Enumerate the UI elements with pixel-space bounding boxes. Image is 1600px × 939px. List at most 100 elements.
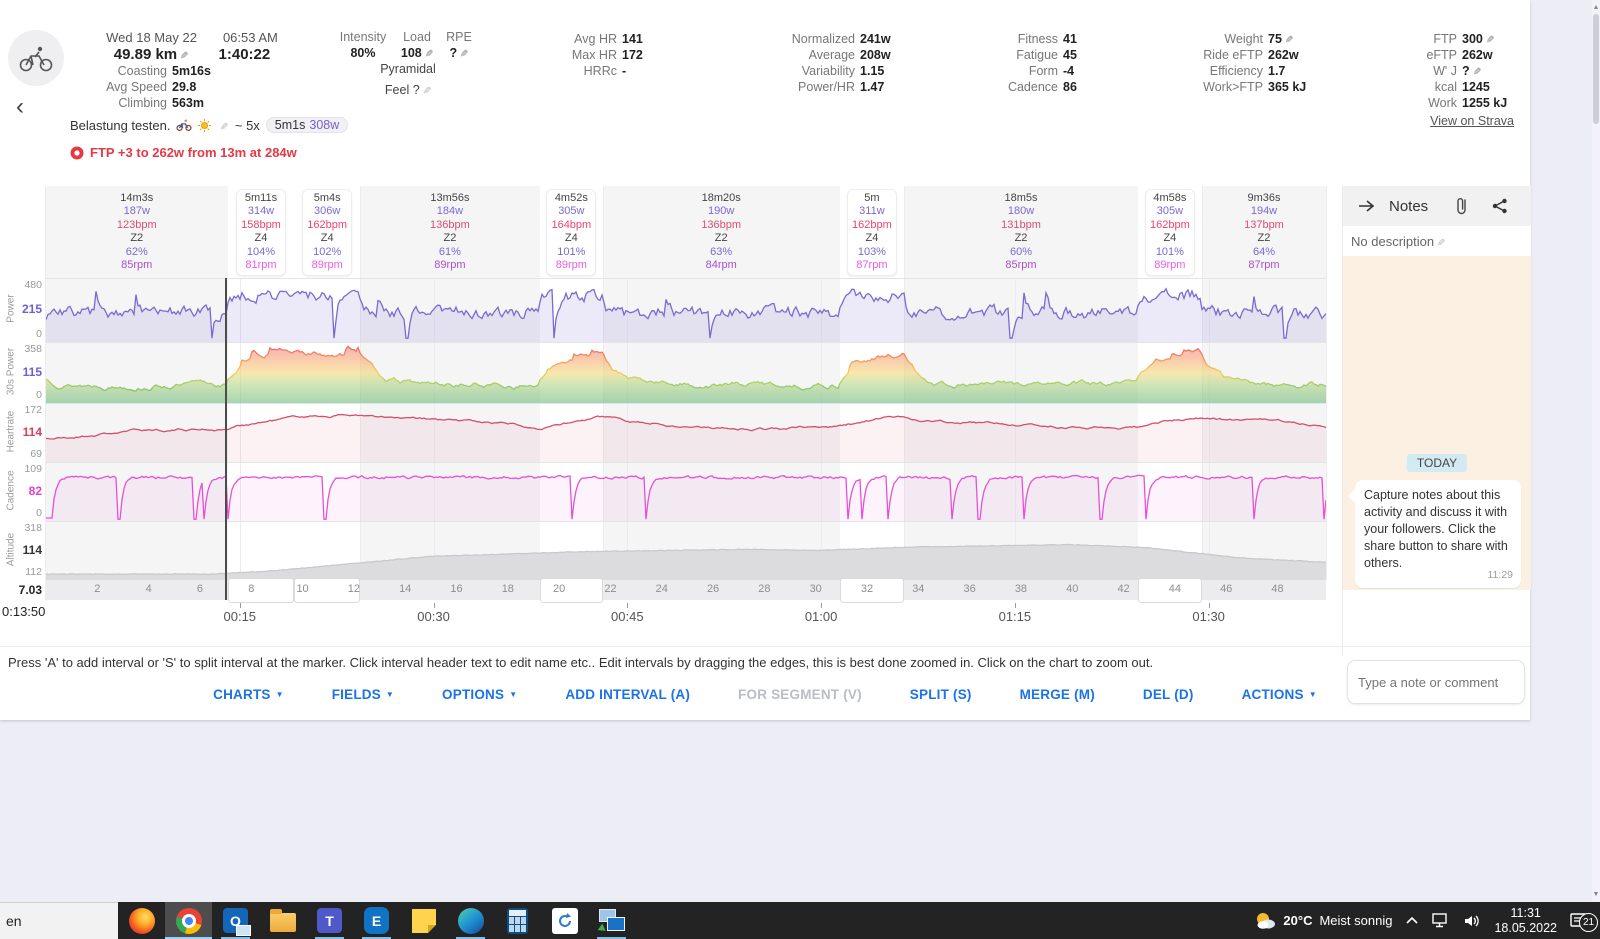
taskbar-remote-icon[interactable] <box>588 902 635 939</box>
taskbar-etube-icon[interactable]: E <box>353 902 400 939</box>
taskbar-edge-icon[interactable] <box>447 902 494 939</box>
network-icon[interactable] <box>1432 913 1450 928</box>
taskbar-calculator-icon[interactable] <box>494 902 541 939</box>
distance-tick-label: 20 <box>553 583 566 595</box>
row-divider <box>46 462 1326 463</box>
charts-button[interactable]: CHARTS ▼ <box>207 686 290 703</box>
edit-icon[interactable] <box>1470 64 1481 78</box>
scroll-down-arrow[interactable]: ▼ <box>1592 891 1600 898</box>
view-on-strava-link[interactable]: View on Strava <box>1430 114 1514 128</box>
split-s-button[interactable]: SPLIT (S) <box>904 686 978 703</box>
distance-ruler[interactable]: 2 4 6 8 10 12 14 16 18 20 22 24 26 28 30 32 34 36 38 40 42 44… <box>46 578 1326 603</box>
add-interval-a-button[interactable]: ADD INTERVAL (A) <box>559 686 696 703</box>
ruler-highlight <box>294 578 360 603</box>
tray-expand-icon[interactable] <box>1405 916 1419 926</box>
activity-datetime: Wed 18 May 22 06:53 AM <box>62 30 322 45</box>
edit-workout-icon[interactable] <box>217 118 228 133</box>
collapse-arrow-icon[interactable] <box>1357 199 1377 213</box>
distance-tick-label: 22 <box>604 583 617 595</box>
taskbar-chrome-icon[interactable] <box>165 902 212 939</box>
actions-button[interactable]: ACTIONS ▼ <box>1236 686 1323 703</box>
stat-label: Variability <box>801 64 855 78</box>
edit-feel-icon[interactable] <box>420 83 431 97</box>
edit-description-icon[interactable] <box>1434 234 1445 249</box>
interval-hr: 162bpm <box>852 218 892 231</box>
action-center[interactable]: 21 <box>1570 912 1598 932</box>
del-d-button[interactable]: DEL (D) <box>1137 686 1200 703</box>
stat-label: Fitness <box>1017 32 1058 46</box>
taskbar-outlook-icon[interactable]: O <box>212 902 259 939</box>
stat-value: ? <box>1462 64 1518 80</box>
interval-header[interactable]: 13m56s 184w 136bpm Z2 61% 89rpm <box>360 188 540 276</box>
edit-icon[interactable] <box>422 46 433 60</box>
interval-power: 314w <box>247 205 275 217</box>
edit-distance-icon[interactable] <box>177 46 188 63</box>
scrollbar-thumb[interactable] <box>1593 14 1599 124</box>
interval-header[interactable]: 4m58s 305w 162bpm Z4 101% 89rpm <box>1138 188 1202 276</box>
weather-widget[interactable]: 20°C Meist sonnig <box>1254 911 1392 931</box>
interval-duration: 18m20s <box>701 191 741 204</box>
interval-header[interactable]: 18m5s 180w 131bpm Z2 60% 85rpm <box>904 188 1138 276</box>
back-button[interactable]: ‹ <box>10 94 30 120</box>
chart-plot-area[interactable]: 14m3s 187w 123bpm Z2 62% 85rpm 5m11s 314w 158bpm… <box>45 186 1327 628</box>
time-tick <box>1014 603 1016 608</box>
stat-value: 29.8 <box>172 80 197 94</box>
volume-icon[interactable] <box>1463 914 1481 928</box>
axis-label: 109 <box>24 463 42 475</box>
interval-pct: 62% <box>125 245 148 258</box>
interval-duration: 13m56s <box>430 191 470 204</box>
interval-header[interactable]: 18m20s 190w 136bpm Z2 63% 84rpm <box>603 188 840 276</box>
ftp-alert: FTP +3 to 262w from 13m at 284w <box>70 145 297 160</box>
interval-header[interactable]: 5m11s 314w 158bpm Z4 104% 81rpm <box>228 188 295 276</box>
taskbar-stickynotes-icon[interactable] <box>400 902 447 939</box>
interval-rpm: 89rpm <box>555 259 587 271</box>
edit-icon[interactable] <box>1483 32 1494 46</box>
notes-feed: TODAY Capture notes about this activity … <box>1343 256 1531 704</box>
taskbar-explorer-icon[interactable] <box>259 902 306 939</box>
interval-header[interactable]: 14m3s 187w 123bpm Z2 62% 85rpm <box>46 188 228 276</box>
merge-m-button[interactable]: MERGE (M) <box>1014 686 1101 703</box>
fields-button[interactable]: FIELDS ▼ <box>326 686 400 703</box>
message-time: 11:29 <box>1487 569 1514 581</box>
attachment-icon[interactable] <box>1456 196 1468 216</box>
distance-tick-label: 40 <box>1066 583 1079 595</box>
interval-rpm: 85rpm <box>121 259 153 271</box>
options-button[interactable]: OPTIONS ▼ <box>436 686 523 703</box>
page-scrollbar[interactable]: ▲ ▼ <box>1592 0 1600 902</box>
description-row[interactable]: No description <box>1343 226 1531 256</box>
distance-tick-label: 32 <box>860 583 874 595</box>
system-tray: 20°C Meist sonnig 11:31 18.05.2022 21 <box>1254 902 1600 939</box>
interval-power: 180w <box>1007 205 1035 217</box>
interval-header[interactable]: 4m52s 305w 164bpm Z4 101% 89rpm <box>540 188 603 276</box>
interval-header[interactable]: 5m4s 306w 162bpm Z4 102% 89rpm <box>294 188 359 276</box>
taskbar-sync-icon[interactable] <box>541 902 588 939</box>
distance-tick-label: 38 <box>1014 583 1028 595</box>
background-window[interactable]: en <box>0 902 118 939</box>
note-input[interactable] <box>1347 660 1525 704</box>
taskbar-firefox-icon[interactable] <box>118 902 165 939</box>
interval-duration: 4m52s <box>554 191 588 204</box>
chart-help-text: Press 'A' to add interval or 'S' to spli… <box>8 655 1154 670</box>
edit-icon[interactable] <box>1282 32 1293 46</box>
stat-value: 5m16s <box>172 64 211 78</box>
row-divider <box>46 278 1326 279</box>
stats-column-ftp: FTP 300 eFTP 262w W' J? kcal 1245 Work 1255 kJ <box>1318 32 1518 112</box>
interval-toolbar: CHARTS ▼ FIELDS ▼ OPTIONS ▼ ADD INTERVAL (A) FO… <box>0 686 1530 703</box>
stat-label: Power/HR <box>798 80 855 94</box>
edit-icon[interactable] <box>457 46 468 60</box>
position-marker[interactable] <box>224 278 227 600</box>
stat-value: 365 kJ <box>1268 80 1307 94</box>
interval-header[interactable]: 5m 311w 162bpm Z4 103% 87rpm <box>840 188 905 276</box>
axis-label: 480 <box>24 279 42 291</box>
taskbar-clock[interactable]: 11:31 18.05.2022 <box>1494 906 1557 936</box>
interval-hr: 158bpm <box>241 218 281 231</box>
stat-label: Weight <box>1224 32 1263 46</box>
interval-header[interactable]: 9m36s 194w 137bpm Z2 64% 87rpm <box>1202 188 1326 276</box>
scroll-up-arrow[interactable]: ▲ <box>1592 4 1600 11</box>
share-icon[interactable] <box>1492 198 1508 214</box>
stat-value: 1245 <box>1462 80 1490 94</box>
interval-hr: 162bpm <box>307 218 348 231</box>
taskbar-teams-icon[interactable]: T <box>306 902 353 939</box>
interval-pct: 102% <box>313 245 342 258</box>
